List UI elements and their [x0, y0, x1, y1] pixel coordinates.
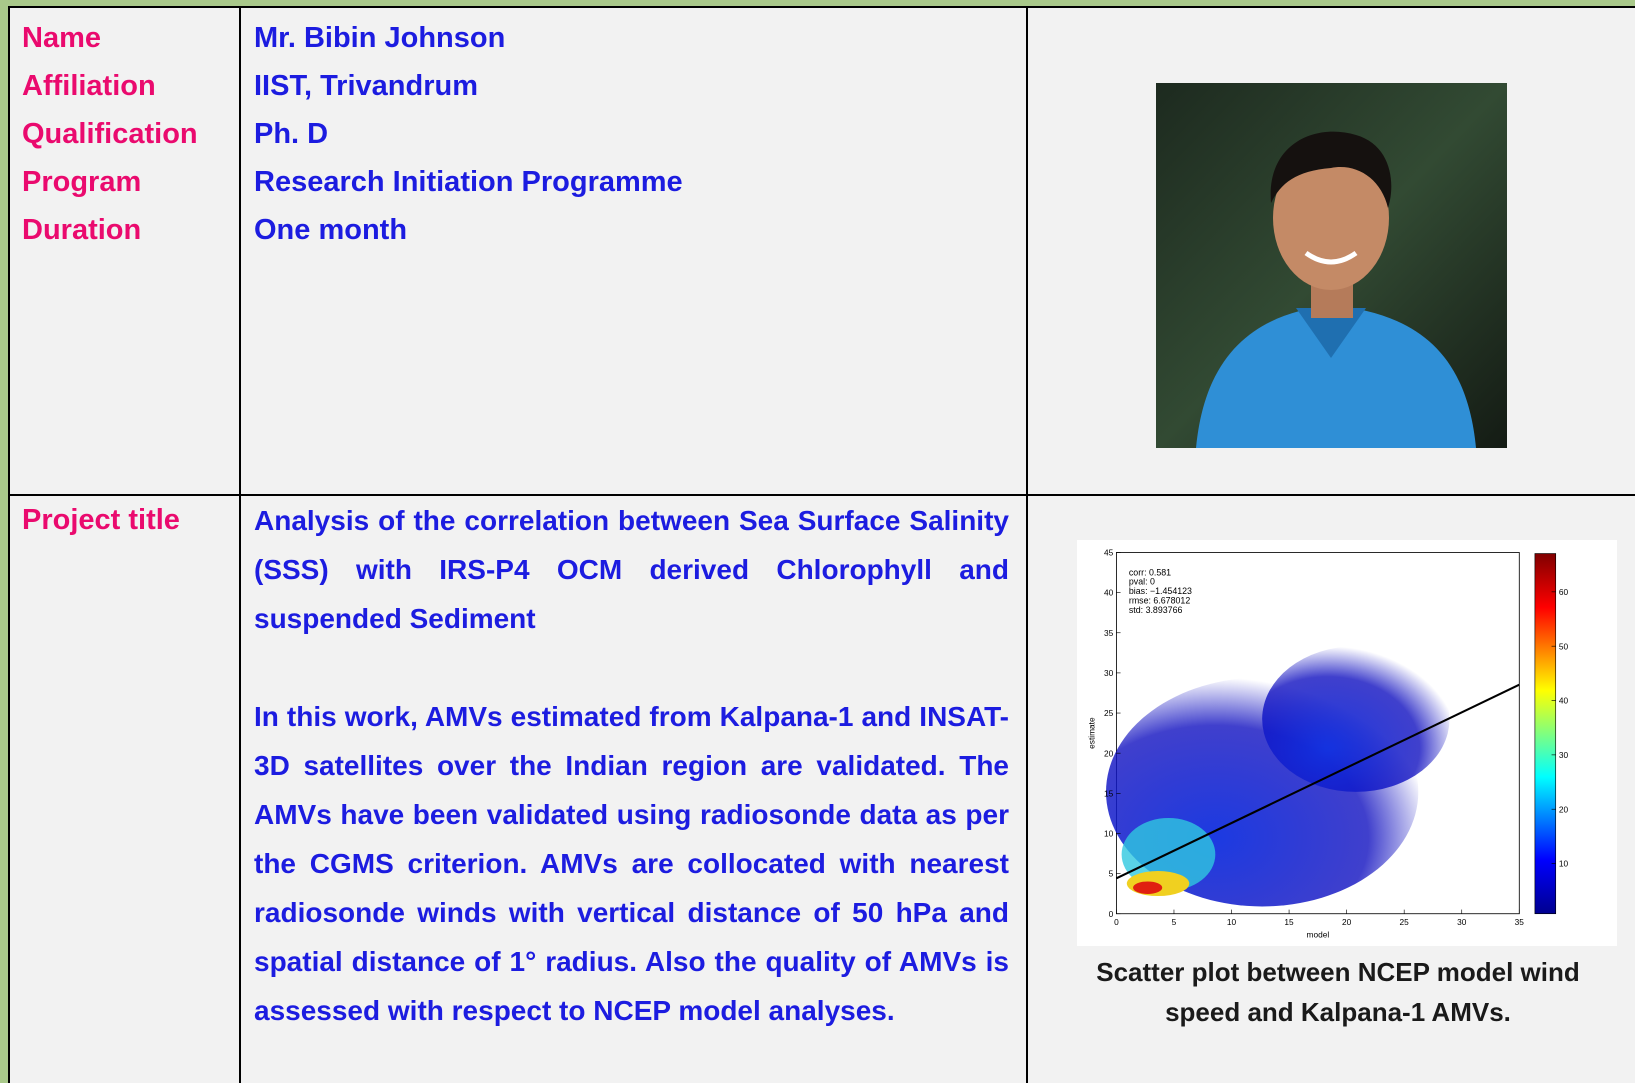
y-tick-label: 40	[1104, 588, 1114, 598]
stat-line: std: 3.893766	[1129, 605, 1183, 615]
figure-cell: 0 5 10 15 20 25 30 35 0 5 10 15 20 25 30 35 40 45 model est…	[1028, 496, 1635, 1083]
field-value: IIST, Trivandrum	[254, 62, 1026, 110]
x-tick-label: 10	[1227, 917, 1237, 927]
colorbar	[1535, 554, 1556, 914]
x-tick-label: 15	[1284, 917, 1294, 927]
field-label: Name	[22, 14, 239, 62]
project-label-cell: Project title	[10, 496, 239, 1083]
field-label: Qualification	[22, 110, 239, 158]
figure-caption: Scatter plot between NCEP model wind spe…	[1058, 952, 1618, 1032]
project-text-cell: Analysis of the correlation between Sea …	[241, 496, 1026, 1083]
colorbar-tick-label: 30	[1559, 750, 1569, 760]
field-value: Research Initiation Programme	[254, 158, 1026, 206]
y-tick-label: 30	[1104, 668, 1114, 678]
y-tick-label: 35	[1104, 628, 1114, 638]
page: NameAffiliationQualificationProgramDurat…	[0, 0, 1635, 1083]
x-tick-label: 0	[1114, 917, 1119, 927]
y-tick-label: 0	[1109, 909, 1114, 919]
y-tick-label: 25	[1104, 708, 1114, 718]
x-tick-label: 20	[1342, 917, 1352, 927]
colorbar-tick-label: 40	[1559, 696, 1569, 706]
field-label: Program	[22, 158, 239, 206]
y-tick-label: 5	[1109, 869, 1114, 879]
y-tick-label: 20	[1104, 748, 1114, 758]
colorbar-tick-label: 60	[1559, 587, 1569, 597]
colorbar-tick-label: 10	[1559, 859, 1569, 869]
x-axis-label: model	[1307, 930, 1330, 940]
dense-region	[1133, 881, 1162, 893]
field-label: Affiliation	[22, 62, 239, 110]
y-tick-label: 15	[1104, 788, 1114, 798]
project-text: Analysis of the correlation between Sea …	[241, 496, 1026, 1035]
y-tick-label: 45	[1104, 548, 1114, 558]
portrait-photo	[1156, 83, 1507, 448]
field-label: Duration	[22, 206, 239, 254]
project-description: In this work, AMVs estimated from Kalpan…	[254, 692, 1009, 1035]
photo-cell	[1028, 8, 1635, 494]
x-tick-label: 35	[1515, 917, 1525, 927]
project-title: Analysis of the correlation between Sea …	[254, 496, 1009, 643]
y-tick-label: 10	[1104, 829, 1114, 839]
colorbar-tick-label: 20	[1559, 804, 1569, 814]
x-tick-label: 30	[1457, 917, 1467, 927]
y-axis-label: estimate	[1087, 717, 1097, 749]
field-value: Ph. D	[254, 110, 1026, 158]
field-value: Mr. Bibin Johnson	[254, 14, 1026, 62]
colorbar-tick-label: 50	[1559, 641, 1569, 651]
field-value: One month	[254, 206, 1026, 254]
point-cloud	[1262, 646, 1449, 792]
project-label: Project title	[10, 496, 239, 544]
scatter-figure: 0 5 10 15 20 25 30 35 0 5 10 15 20 25 30 35 40 45 model est…	[1077, 540, 1617, 946]
x-tick-label: 5	[1172, 917, 1177, 927]
x-tick-label: 25	[1400, 917, 1410, 927]
